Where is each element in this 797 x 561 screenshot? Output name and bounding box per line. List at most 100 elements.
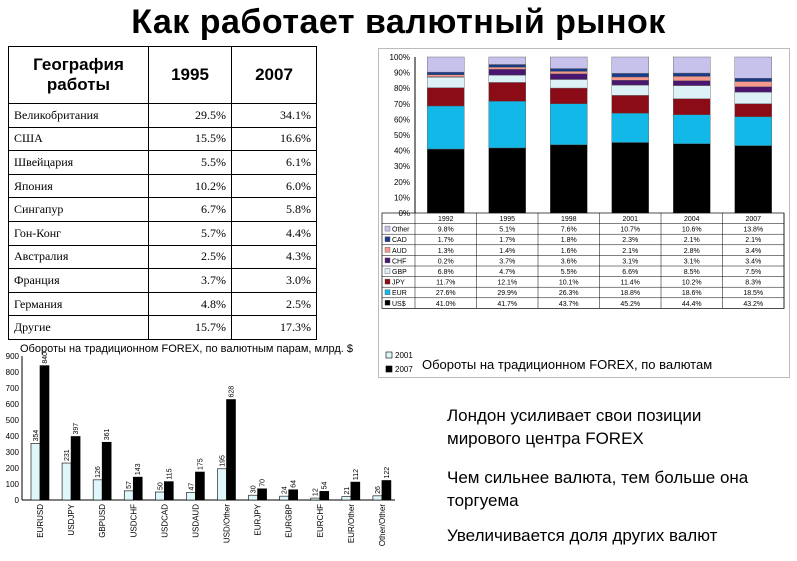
share-2007-cell: 34.1% [231,103,317,128]
table-row: Швейцария 5.5% 6.1% [8,150,317,175]
y-tick-label: 90% [394,69,410,78]
bar-segment [427,148,465,214]
bar-segment [673,72,711,77]
share-2007-cell: 17.3% [231,315,317,340]
x-category-label: EURUSD [36,504,45,538]
share-1995-cell: 5.7% [148,220,232,246]
data-value-label: 1.3% [438,248,454,255]
bar-value-label: 30 [251,485,258,493]
data-value-label: 29.9% [497,290,517,297]
bar-segment [673,80,711,86]
share-1995-cell: 15.5% [148,126,232,152]
data-value-label: 7.6% [561,227,577,234]
bar-segment [488,147,526,214]
x-category-label: 2004 [684,216,700,223]
legend-label: GBP [392,269,407,276]
bar-value-label: 354 [33,430,40,442]
legend-swatch [384,278,391,285]
data-value-label: 45.2% [620,301,640,308]
bar-segment [550,73,588,80]
share-2007-cell: 6.0% [231,173,317,199]
bar-segment [673,143,711,214]
country-cell: Япония [8,173,149,199]
data-value-label: 43.2% [743,301,763,308]
x-category-label: 1995 [499,216,515,223]
bar-value-label: 231 [64,449,71,461]
table-row: Великобритания 29.5% 34.1% [8,103,317,128]
country-cell: Франция [8,268,149,293]
legend-label: CHF [392,258,406,265]
bar [226,399,236,501]
country-cell: Швейцария [8,150,149,175]
bar-segment [734,116,772,146]
table-row: США 15.5% 16.6% [8,126,317,152]
bar [164,481,174,501]
bar-value-label: 143 [135,463,142,475]
y-tick-label: 600 [6,400,20,409]
legend-swatch [384,236,391,242]
bar-value-label: 57 [126,481,133,489]
bar-value-label: 126 [95,466,102,478]
bar [123,490,134,501]
bar-segment [734,86,772,93]
data-value-label: 11.4% [621,280,640,287]
share-1995-cell: 10.2% [148,173,232,199]
bar-value-label: 12 [313,488,320,496]
data-value-label: 2.3% [622,237,638,244]
share-1995-cell: 3.7% [148,268,232,293]
data-value-label: 10.7% [620,227,640,234]
data-value-label: 13.8% [743,227,763,234]
bar-segment [734,103,772,117]
table-row: Япония 10.2% 6.0% [8,173,317,199]
currency-chart-caption: Обороты на традиционном FOREX, по валюта… [422,357,713,372]
data-value-label: 1.7% [499,237,515,244]
bar-segment [611,56,649,74]
bar-value-label: 54 [322,481,329,489]
y-tick-label: 40% [394,147,410,156]
y-tick-label: 60% [394,115,410,124]
y-tick-label: 500 [6,416,20,425]
legend-label: EUR [392,290,407,297]
bar-segment [611,80,649,86]
y-tick-label: 900 [6,352,20,361]
share-1995-cell: 6.7% [148,197,232,222]
data-value-label: 11.7% [436,280,455,287]
data-value-label: 2.8% [684,248,700,255]
bar-value-label: 64 [291,480,298,488]
x-category-label: EURCHF [316,504,325,537]
y-tick-label: 300 [6,448,20,457]
share-1995-cell: 4.8% [148,291,232,317]
country-cell: Великобритания [8,103,149,128]
country-cell: Германия [8,291,149,317]
data-value-label: 8.3% [745,280,761,287]
table-body: Великобритания 29.5% 34.1% США 15.5% 16.6% Шве… [8,103,317,340]
bar [30,443,41,501]
data-value-label: 1.8% [561,237,577,244]
share-2007-cell: 3.0% [231,268,317,293]
x-category-label: USDJPY [67,503,76,535]
bar-value-label: 195 [220,455,227,467]
data-value-label: 3.1% [684,258,700,265]
data-value-label: 43.7% [559,301,579,308]
currency-pairs-bar-chart: Обороты на традиционном FOREX, по валютн… [6,343,414,546]
data-value-label: 3.7% [499,258,515,265]
bar-value-label: 175 [197,458,204,470]
bar-segment [734,145,772,214]
bar-value-label: 112 [353,469,360,480]
x-category-label: EUR/Other [347,504,356,543]
bar-segment [550,87,588,104]
share-2007-cell: 4.3% [231,244,317,270]
bar [217,468,227,501]
data-value-label: 44.4% [682,301,702,308]
data-value-label: 1.6% [561,248,577,255]
legend-swatch [384,257,391,264]
x-category-label: USDCAD [160,504,169,538]
bar-value-label: 397 [73,423,80,435]
bar-segment [550,56,588,69]
share-2007-cell: 5.8% [231,197,317,222]
data-value-label: 10.1% [559,280,579,287]
slide-title: Как работает валютный рынок [131,3,666,41]
share-2007-cell: 4.4% [231,220,317,246]
country-cell: США [8,126,149,152]
y-tick-label: 30% [394,162,410,171]
